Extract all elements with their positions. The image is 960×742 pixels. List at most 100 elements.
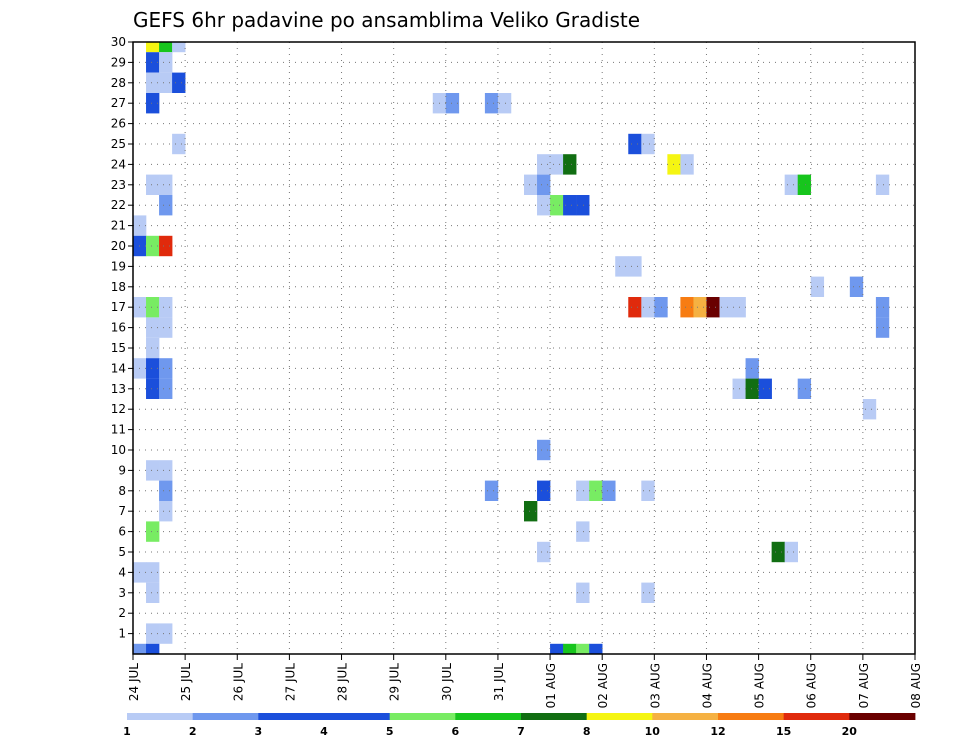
x-tick-label: 28 JUL xyxy=(336,663,350,701)
legend-swatch xyxy=(127,713,194,720)
legend-label: 20 xyxy=(842,725,858,738)
data-cell xyxy=(537,174,551,195)
data-cell xyxy=(537,541,551,563)
data-cell xyxy=(537,195,551,216)
data-cell xyxy=(550,195,564,216)
data-cell xyxy=(797,174,812,195)
data-cell xyxy=(589,643,603,654)
data-cell xyxy=(576,643,590,654)
data-cell xyxy=(146,358,160,379)
y-tick-label: 20 xyxy=(111,239,126,253)
data-cell xyxy=(719,297,733,318)
x-tick-label: 02 AUG xyxy=(596,663,610,708)
data-cell xyxy=(537,439,551,461)
data-cell xyxy=(146,174,160,195)
data-cell xyxy=(875,317,890,338)
data-cell xyxy=(784,541,798,563)
legend-swatch xyxy=(652,713,719,720)
y-tick-label: 15 xyxy=(111,341,126,355)
data-cell xyxy=(680,297,694,318)
x-tick-label: 25 JUL xyxy=(179,663,193,701)
y-tick-label: 7 xyxy=(118,504,126,518)
y-tick-label: 14 xyxy=(111,361,126,375)
y-tick-label: 9 xyxy=(118,463,126,477)
y-tick-label: 10 xyxy=(111,443,126,457)
data-cell xyxy=(576,521,590,542)
data-cell xyxy=(484,480,499,501)
x-tick-label: 06 AUG xyxy=(805,663,819,708)
data-cell xyxy=(849,276,864,297)
y-tick-label: 26 xyxy=(111,117,126,131)
legend-label: 6 xyxy=(451,725,459,738)
data-cell xyxy=(146,521,160,542)
legend-label: 8 xyxy=(583,725,591,738)
legend-label: 10 xyxy=(645,725,661,738)
data-cell xyxy=(680,154,694,175)
data-cell xyxy=(159,460,173,481)
x-tick-label: 07 AUG xyxy=(857,663,871,708)
legend-label: 1 xyxy=(123,725,131,738)
data-cell xyxy=(524,501,538,522)
x-axis: 24 JUL 25 JUL 26 JUL 27 JUL 28 JUL 29 JUL 30 J… xyxy=(127,654,923,708)
legend-swatch xyxy=(389,713,456,720)
data-cell xyxy=(146,582,160,603)
legend-label: 15 xyxy=(776,725,791,738)
color-legend: 1 2 3 4 5 6 7 8 10 12 15 20 xyxy=(123,713,916,738)
data-cell xyxy=(875,297,890,318)
legend-swatch xyxy=(258,713,325,720)
data-cell xyxy=(146,562,160,583)
data-cell xyxy=(159,72,173,93)
y-tick-label: 1 xyxy=(118,627,126,641)
data-cell xyxy=(159,174,173,195)
data-cell xyxy=(146,72,160,93)
y-tick-label: 5 xyxy=(118,545,126,559)
data-cell xyxy=(563,154,577,175)
legend-swatch xyxy=(849,713,916,720)
data-cell xyxy=(159,378,173,399)
y-tick-label: 13 xyxy=(111,382,126,396)
legend-label: 3 xyxy=(254,725,262,738)
data-cell xyxy=(537,154,551,175)
x-tick-label: 08 AUG xyxy=(909,663,923,708)
data-cell xyxy=(654,297,668,318)
legend-label: 4 xyxy=(320,725,328,738)
data-cell xyxy=(497,93,512,114)
data-cell xyxy=(784,174,798,195)
data-cell xyxy=(146,42,160,53)
data-cell xyxy=(524,174,538,195)
data-cell xyxy=(146,52,160,73)
legend-swatch xyxy=(324,713,391,720)
data-cell xyxy=(641,480,655,501)
data-cell xyxy=(875,174,890,195)
legend-label: 5 xyxy=(386,725,394,738)
data-cell xyxy=(576,582,590,603)
x-tick-label: 01 AUG xyxy=(544,663,558,708)
data-cell xyxy=(758,378,772,399)
legend-label: 2 xyxy=(189,725,197,738)
data-cell xyxy=(628,256,642,277)
legend-swatch xyxy=(455,713,522,720)
x-tick-label: 03 AUG xyxy=(648,663,662,708)
x-tick-label: 30 JUL xyxy=(440,663,454,701)
data-cell xyxy=(563,643,577,654)
legend-swatch xyxy=(192,713,259,720)
y-axis: 1234567891011121314151617181920212223242… xyxy=(111,35,133,641)
data-cell xyxy=(146,460,160,481)
y-tick-label: 25 xyxy=(111,137,126,151)
data-cell xyxy=(146,235,160,257)
data-cell xyxy=(576,480,590,501)
y-tick-label: 22 xyxy=(111,198,126,212)
data-cell xyxy=(159,358,173,379)
y-tick-label: 3 xyxy=(118,586,126,600)
data-cell xyxy=(641,297,655,318)
y-tick-label: 16 xyxy=(111,321,126,335)
data-cell xyxy=(146,93,160,114)
data-cell xyxy=(576,195,590,216)
data-cell xyxy=(771,541,785,563)
y-tick-label: 11 xyxy=(111,423,126,437)
data-cell xyxy=(667,154,681,175)
data-cell xyxy=(159,501,173,522)
data-cell xyxy=(628,133,642,155)
data-cell xyxy=(159,480,173,501)
legend-swatch xyxy=(521,713,588,720)
